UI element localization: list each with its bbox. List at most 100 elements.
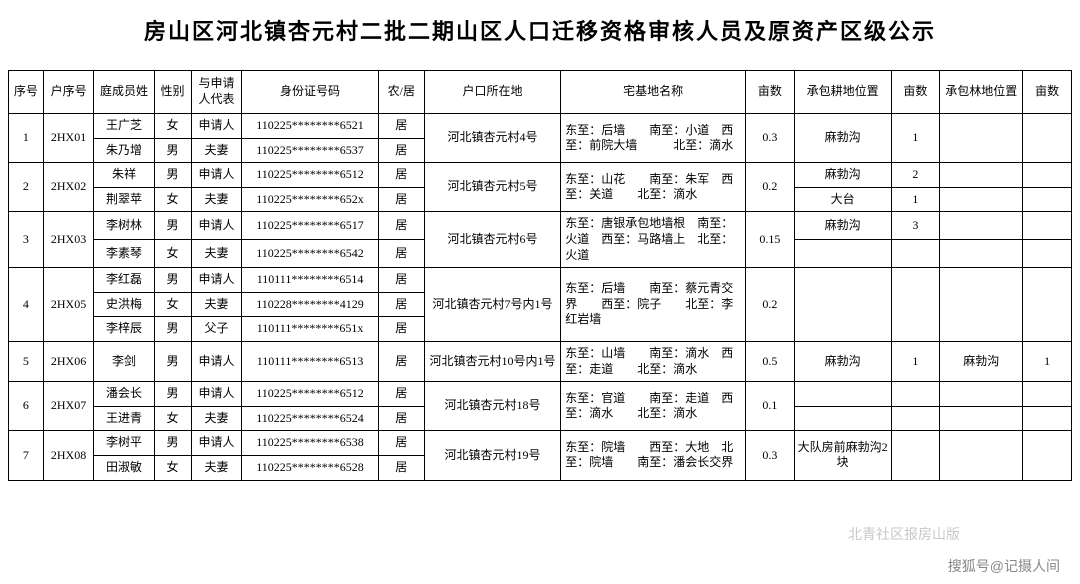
table-row: 2 2HX02 朱祥 男 申请人 110225********6512 居 河北… — [9, 163, 1072, 188]
cell-rel: 申请人 — [191, 212, 242, 240]
cell-ld — [940, 268, 1023, 342]
cell-mu: 0.2 — [746, 268, 795, 342]
col-mu: 亩数 — [746, 71, 795, 114]
cell-loc: 河北镇杏元村10号内1号 — [424, 341, 560, 381]
cell-lmu — [1023, 187, 1072, 212]
cell-name: 王广芝 — [94, 114, 154, 139]
cell-name: 田淑敏 — [94, 455, 154, 480]
cell-sex: 男 — [154, 382, 191, 407]
cell-lmu — [1023, 268, 1072, 342]
cell-name: 李素琴 — [94, 240, 154, 268]
cell-gd — [794, 406, 891, 431]
cell-id: 110111********6514 — [242, 268, 378, 293]
cell-seq: 5 — [9, 341, 44, 381]
cell-lmu — [1023, 382, 1072, 407]
cell-nj: 居 — [378, 163, 424, 188]
cell-loc: 河北镇杏元村6号 — [424, 212, 560, 268]
cell-nj: 居 — [378, 455, 424, 480]
cell-gmu: 3 — [891, 212, 940, 240]
cell-sex: 男 — [154, 138, 191, 163]
cell-gd: 麻勃沟 — [794, 114, 891, 163]
cell-sex: 男 — [154, 341, 191, 381]
cell-gd — [794, 382, 891, 407]
col-loc: 户口所在地 — [424, 71, 560, 114]
cell-gd — [794, 268, 891, 342]
cell-ld — [940, 431, 1023, 480]
cell-name: 李树平 — [94, 431, 154, 456]
cell-sex: 女 — [154, 292, 191, 317]
cell-name: 荆翠苹 — [94, 187, 154, 212]
cell-ld — [940, 212, 1023, 240]
cell-gd: 麻勃沟 — [794, 341, 891, 381]
cell-zjd: 东至：后墙 南至：蔡元青交界 西至：院子 北至：李红岩墙 — [561, 268, 746, 342]
cell-id: 110225********6512 — [242, 163, 378, 188]
cell-id: 110111********651x — [242, 317, 378, 342]
cell-lmu: 1 — [1023, 341, 1072, 381]
table-row: 1 2HX01 王广芝 女 申请人 110225********6521 居 河… — [9, 114, 1072, 139]
cell-hh: 2HX02 — [43, 163, 94, 212]
col-hh: 户序号 — [43, 71, 94, 114]
cell-nj: 居 — [378, 268, 424, 293]
col-name: 庭成员姓 — [94, 71, 154, 114]
col-seq: 序号 — [9, 71, 44, 114]
cell-zjd: 东至：后墙 南至：小道 西至：前院大墙 北至：滴水 — [561, 114, 746, 163]
cell-rel: 父子 — [191, 317, 242, 342]
cell-loc: 河北镇杏元村5号 — [424, 163, 560, 212]
cell-sex: 女 — [154, 114, 191, 139]
cell-nj: 居 — [378, 138, 424, 163]
cell-gmu — [891, 406, 940, 431]
cell-hh: 2HX07 — [43, 382, 94, 431]
cell-rel: 夫妻 — [191, 406, 242, 431]
cell-rel: 夫妻 — [191, 240, 242, 268]
cell-hh: 2HX03 — [43, 212, 94, 268]
cell-rel: 夫妻 — [191, 455, 242, 480]
cell-mu: 0.1 — [746, 382, 795, 431]
cell-nj: 居 — [378, 292, 424, 317]
cell-rel: 申请人 — [191, 431, 242, 456]
cell-rel: 申请人 — [191, 268, 242, 293]
cell-nj: 居 — [378, 406, 424, 431]
cell-name: 朱乃增 — [94, 138, 154, 163]
cell-lmu — [1023, 431, 1072, 480]
cell-zjd: 东至：唐银承包地墙根 南至：火道 西至：马路墙上 北至：火道 — [561, 212, 746, 268]
cell-rel: 申请人 — [191, 163, 242, 188]
cell-seq: 1 — [9, 114, 44, 163]
cell-gd — [794, 240, 891, 268]
cell-nj: 居 — [378, 187, 424, 212]
col-id: 身份证号码 — [242, 71, 378, 114]
cell-gmu: 1 — [891, 341, 940, 381]
cell-id: 110228********4129 — [242, 292, 378, 317]
cell-sex: 男 — [154, 317, 191, 342]
cell-zjd: 东至：山墙 南至：滴水 西至：走道 北至：滴水 — [561, 341, 746, 381]
cell-name: 王进青 — [94, 406, 154, 431]
watermark-text: 搜狐号@记摄人间 — [948, 556, 1060, 576]
cell-hh: 2HX05 — [43, 268, 94, 342]
cell-gd: 麻勃沟 — [794, 212, 891, 240]
cell-mu: 0.3 — [746, 114, 795, 163]
cell-seq: 6 — [9, 382, 44, 431]
cell-lmu — [1023, 114, 1072, 163]
cell-zjd: 东至：院墙 西至：大地 北至：院墙 南至：潘会长交界 — [561, 431, 746, 480]
cell-sex: 男 — [154, 212, 191, 240]
cell-id: 110225********6521 — [242, 114, 378, 139]
cell-gd: 大台 — [794, 187, 891, 212]
cell-seq: 4 — [9, 268, 44, 342]
cell-sex: 女 — [154, 240, 191, 268]
cell-nj: 居 — [378, 317, 424, 342]
table-row: 5 2HX06 李剑 男 申请人 110111********6513 居 河北… — [9, 341, 1072, 381]
cell-gmu — [891, 268, 940, 342]
cell-ld — [940, 163, 1023, 188]
cell-hh: 2HX06 — [43, 341, 94, 381]
cell-nj: 居 — [378, 341, 424, 381]
cell-id: 110225********6512 — [242, 382, 378, 407]
cell-nj: 居 — [378, 212, 424, 240]
cell-nj: 居 — [378, 382, 424, 407]
col-nj: 农/居 — [378, 71, 424, 114]
cell-mu: 0.15 — [746, 212, 795, 268]
cell-seq: 3 — [9, 212, 44, 268]
cell-name: 李树林 — [94, 212, 154, 240]
cell-gmu: 1 — [891, 187, 940, 212]
cell-loc: 河北镇杏元村4号 — [424, 114, 560, 163]
cell-name: 李梓辰 — [94, 317, 154, 342]
col-rel: 与申请人代表 — [191, 71, 242, 114]
